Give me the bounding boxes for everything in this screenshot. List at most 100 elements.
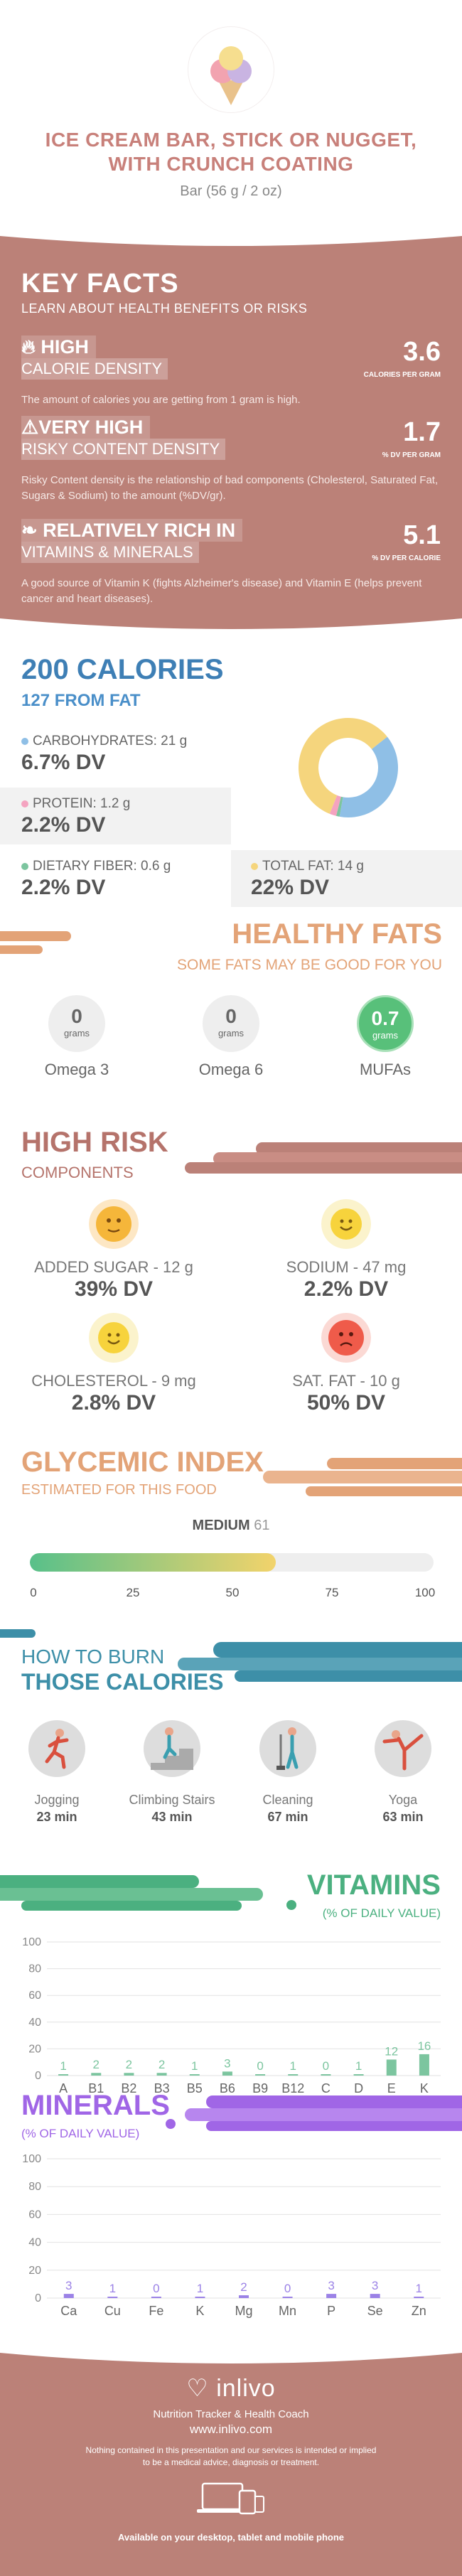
x-tick-label: B1 [88, 2081, 104, 2095]
mineral-bar-Cu [107, 2297, 118, 2298]
donut-slice-carbohydrates [339, 736, 398, 817]
key-fact-value: 5.1 [403, 520, 441, 550]
donut-slice-fiber [335, 796, 343, 817]
decor-stripes [0, 931, 71, 954]
vitamin-bar-B9 [255, 2074, 266, 2076]
fat-value: 0.7 [371, 1007, 399, 1029]
fat-name: Omega 3 [44, 1061, 109, 1078]
macro-label: CARBOHYDRATES: 21 g [33, 734, 188, 748]
bar-value-label: 0 [257, 2059, 263, 2073]
happy-face-icon [321, 1199, 371, 1249]
activity-minutes: 23 min [36, 1810, 77, 1824]
high-risk-section: HIGH RISK COMPONENTS ADDED SUGAR - 12 g … [0, 1120, 462, 1415]
omega6-circle: 0 grams [203, 995, 259, 1052]
vitamin-bar-B3 [156, 2073, 167, 2076]
glycemic-level-label: MEDIUM [192, 1518, 250, 1533]
x-tick-label: Fe [149, 2304, 163, 2318]
macro-protein: PROTEIN: 1.2 g 2.2% DV [0, 788, 231, 844]
glycemic-tick: 75 [325, 1586, 339, 1599]
brand-logo[interactable]: ♡ inlivo [0, 2374, 462, 2403]
x-tick-label: B3 [154, 2081, 170, 2095]
vitamin-bar-B1 [91, 2073, 102, 2076]
decor-stripes [0, 1629, 462, 1682]
y-tick-label: 60 [28, 1990, 41, 2002]
vitamin-bar-C [321, 2074, 331, 2076]
glycemic-value: 61 [254, 1518, 270, 1533]
macro-dv: 6.7% DV [21, 751, 106, 774]
healthy-fats-section: HEALTHY FATS SOME FATS MAY BE GOOD FOR Y… [0, 917, 462, 1159]
y-tick-label: 100 [22, 1936, 41, 1948]
heart-icon: ♡ [186, 2375, 209, 2402]
vitamin-bar-B5 [189, 2074, 200, 2076]
vitamins-bar-chart: 0204060801001A2B12B22B31B53B60B91B120C1D… [22, 1936, 441, 2095]
activity-name: Climbing Stairs [129, 1793, 215, 1807]
x-tick-label: A [59, 2081, 68, 2095]
risk-label: SAT. FAT - 10 g [292, 1372, 400, 1390]
donut-slice-fat [299, 718, 387, 814]
key-facts-title: KEY FACTS [21, 269, 179, 299]
decor-stripes [166, 2095, 462, 2131]
x-tick-label: Zn [412, 2304, 426, 2318]
mineral-bar-P [326, 2294, 337, 2298]
mineral-bar-Zn [414, 2297, 424, 2298]
risk-label: ADDED SUGAR - 12 g [34, 1258, 193, 1276]
minerals-bar-chart: 0 20 40 60 80 100 3 Ca 1 Cu 0 Fe 1 K 2 Mg 0 Mn 3 P 3 Se 1 Zn [22, 2153, 441, 2318]
mufas-circle: 0.7 grams [357, 995, 414, 1052]
bar-value-label: 1 [290, 2059, 296, 2073]
burn-title-line1: HOW TO BURN [21, 1646, 165, 1668]
x-tick-label: B9 [252, 2081, 268, 2095]
risk-dv: 50% DV [306, 1391, 386, 1415]
decor-stripes [0, 1875, 296, 1911]
disclaimer: to be a medical advice, diagnosis or tre… [142, 2457, 320, 2467]
vitamin-bar-K [419, 2054, 429, 2076]
glycemic-tick: 0 [30, 1586, 37, 1599]
key-fact-level: HIGH [41, 336, 89, 358]
ice-cream-image [188, 27, 274, 112]
risk-dv: 39% DV [74, 1277, 154, 1301]
x-tick-label: Ca [60, 2304, 77, 2318]
fat-name: Omega 6 [198, 1061, 264, 1078]
x-tick-label: Se [367, 2304, 383, 2318]
activity-name: Jogging [34, 1793, 80, 1807]
bar-value-label: 0 [284, 2282, 291, 2295]
burn-title-line2: THOSE CALORIES [21, 1669, 224, 1695]
website-link[interactable]: www.inlivo.com [189, 2422, 273, 2436]
macro-dv: 22% DV [251, 876, 330, 899]
y-tick-label: 80 [28, 1963, 41, 1975]
key-facts-section: KEY FACTS LEARN ABOUT HEALTH BENEFITS OR… [0, 227, 462, 633]
activity-minutes: 63 min [382, 1810, 424, 1824]
bar-value-label: 3 [328, 2279, 334, 2292]
availability-note: Available on your desktop, tablet and mo… [117, 2532, 345, 2543]
bar-value-label: 1 [60, 2059, 66, 2073]
high-risk-subtitle: COMPONENTS [21, 1164, 134, 1181]
risk-dv: 2.8% DV [71, 1391, 156, 1415]
vitamin-bar-B6 [222, 2071, 232, 2076]
mineral-bar-Se [370, 2294, 380, 2298]
carbs-dot-icon [21, 738, 28, 745]
activity-name: Yoga [388, 1793, 418, 1807]
x-tick-label: B5 [187, 2081, 203, 2095]
x-tick-label: E [387, 2081, 396, 2095]
glycemic-bar [30, 1553, 434, 1572]
activity-minutes: 43 min [151, 1810, 193, 1824]
macro-fat: TOTAL FAT: 14 g 22% DV [231, 850, 462, 907]
bar-value-label: 3 [65, 2279, 72, 2292]
key-fact-calorie-density: 🔥︎ HIGH CALORIE DENSITY 3.6 CALORIES PER… [21, 336, 441, 414]
flame-icon: 🔥︎ [21, 336, 36, 358]
vitamin-bar-B2 [124, 2073, 134, 2076]
x-tick-label: Cu [104, 2304, 121, 2318]
glycemic-index-section: GLYCEMIC INDEX ESTIMATED FOR THIS FOOD M… [0, 1439, 462, 1610]
calorie-donut-chart [299, 718, 398, 817]
stairs-icon [144, 1720, 200, 1777]
bar-value-label: 2 [126, 2058, 132, 2071]
key-fact-risky-density: ⚠VERY HIGH RISKY CONTENT DENSITY 1.7 % D… [21, 416, 441, 508]
vitamin-bar-A [58, 2074, 69, 2076]
fat-name: MUFAs [359, 1061, 412, 1078]
fiber-dot-icon [21, 863, 28, 870]
vitamins-section: VITAMINS (% OF DAILY VALUE) 0 20 40 60 80 100… [0, 1862, 462, 2104]
brand-name: inlivo [216, 2375, 276, 2402]
disclaimer: Nothing contained in this presentation a… [85, 2445, 377, 2455]
x-tick-label: C [321, 2081, 331, 2095]
neutral-face-icon [89, 1199, 139, 1249]
vitamins-subtitle: (% OF DAILY VALUE) [322, 1906, 441, 1920]
